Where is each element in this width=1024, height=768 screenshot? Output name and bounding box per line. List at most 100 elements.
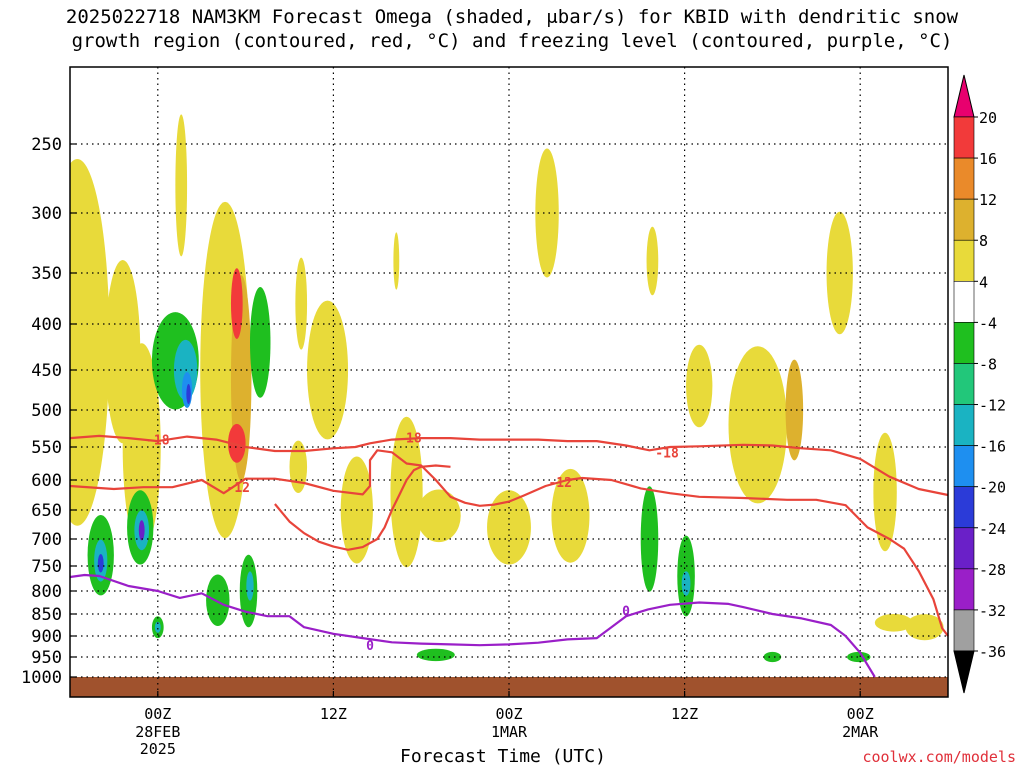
y-tick-label: 350 bbox=[31, 264, 62, 284]
colorbar-label: -20 bbox=[979, 479, 1006, 497]
x-axis-title: Forecast Time (UTC) bbox=[400, 746, 606, 767]
colorbar-bottom-arrow bbox=[953, 650, 975, 694]
x-tick-label: 00Z bbox=[144, 705, 171, 723]
omega-feature bbox=[289, 440, 308, 493]
colorbar-top-arrow bbox=[953, 74, 975, 118]
omega-feature bbox=[646, 226, 659, 296]
omega-feature bbox=[785, 359, 804, 461]
x-tick-date: 2MAR bbox=[842, 723, 879, 741]
y-tick-label: 500 bbox=[31, 401, 62, 421]
x-tick-date: 1MAR bbox=[491, 723, 528, 741]
omega-shading-layer bbox=[70, 114, 944, 663]
omega-feature bbox=[873, 432, 897, 552]
contour-line bbox=[69, 573, 876, 678]
colorbar-label: 4 bbox=[979, 273, 988, 291]
omega-feature bbox=[535, 148, 559, 278]
y-tick-label: 900 bbox=[31, 627, 62, 647]
contour-line bbox=[274, 464, 451, 551]
credit-text: coolwx.com/models bbox=[862, 748, 1016, 766]
contour-label: 0 bbox=[622, 604, 630, 619]
x-tick-date: 28FEB bbox=[135, 723, 180, 741]
colorbar-label: -32 bbox=[979, 602, 1006, 620]
y-tick-label: 600 bbox=[31, 471, 62, 491]
x-tick-label: 12Z bbox=[320, 705, 347, 723]
y-tick-label: 650 bbox=[31, 501, 62, 521]
axes-layer: 2503003504004505005506006507007508008509… bbox=[21, 66, 949, 758]
colorbar-bin bbox=[953, 239, 975, 282]
terrain-layer bbox=[70, 677, 948, 697]
omega-feature bbox=[640, 486, 659, 592]
colorbar-label: -28 bbox=[979, 561, 1006, 579]
contour-layer: -18 18 -18 -12 -12 0 0 bbox=[69, 431, 949, 678]
omega-feature bbox=[228, 423, 246, 463]
y-tick-label: 1000 bbox=[21, 668, 62, 688]
colorbar-bin bbox=[953, 363, 975, 405]
colorbar-label: -12 bbox=[979, 397, 1006, 415]
y-tick-label: 250 bbox=[31, 135, 62, 155]
colorbar-label: 8 bbox=[979, 232, 988, 250]
omega-feature bbox=[154, 621, 161, 633]
contour-label: -12 bbox=[548, 476, 571, 491]
contour-line bbox=[69, 434, 949, 497]
x-tick-label: 00Z bbox=[495, 705, 522, 723]
colorbar-bin bbox=[953, 568, 975, 611]
colorbar-label: 12 bbox=[979, 191, 997, 209]
omega-feature bbox=[249, 287, 271, 398]
contour-label: -18 bbox=[655, 446, 679, 461]
grid-layer bbox=[70, 67, 948, 697]
y-tick-label: 450 bbox=[31, 361, 62, 381]
y-tick-label: 800 bbox=[31, 582, 62, 602]
y-tick-label: 400 bbox=[31, 315, 62, 335]
colorbar-bin bbox=[953, 527, 975, 570]
omega-feature bbox=[686, 344, 713, 428]
colorbar-bin bbox=[953, 486, 975, 529]
colorbar-bin bbox=[953, 116, 975, 159]
omega-feature bbox=[416, 489, 461, 543]
y-tick-label: 850 bbox=[31, 605, 62, 625]
contour-label: -18 bbox=[146, 434, 170, 449]
colorbar-bin bbox=[953, 445, 975, 487]
omega-feature bbox=[246, 571, 254, 601]
x-tick-label: 00Z bbox=[847, 705, 874, 723]
omega-feature bbox=[416, 648, 455, 662]
y-tick-label: 300 bbox=[31, 204, 62, 224]
omega-feature bbox=[393, 232, 400, 290]
omega-feature bbox=[847, 651, 871, 663]
omega-feature bbox=[728, 346, 788, 504]
omega-feature bbox=[230, 268, 243, 339]
y-tick-label: 950 bbox=[31, 648, 62, 668]
contour-label: 0 bbox=[366, 639, 374, 654]
y-tick-label: 750 bbox=[31, 557, 62, 577]
colorbar-bin bbox=[953, 157, 975, 200]
colorbar-label: -36 bbox=[979, 643, 1006, 661]
x-tick-label: 12Z bbox=[671, 705, 698, 723]
omega-feature bbox=[681, 571, 691, 596]
chart-title-line1: 2025022718 NAM3KM Forecast Omega (shaded… bbox=[65, 6, 959, 28]
colorbar-bin bbox=[953, 609, 975, 652]
colorbar-label: -8 bbox=[979, 355, 997, 373]
chart-title-line2: growth region (contoured, red, °C) and f… bbox=[71, 30, 953, 52]
omega-feature bbox=[175, 114, 188, 257]
colorbar-bin bbox=[953, 281, 975, 323]
colorbar-label: 16 bbox=[979, 150, 997, 168]
colorbar-bin bbox=[953, 404, 975, 446]
omega-feature bbox=[763, 651, 782, 663]
omega-feature bbox=[186, 384, 191, 404]
omega-feature bbox=[390, 416, 423, 568]
x-tick-year: 2025 bbox=[140, 740, 176, 758]
y-tick-label: 550 bbox=[31, 438, 62, 458]
colorbar: 20 16 12 8 4 -4 -8 -12 -16 -20 -24 -28 -32 -36 bbox=[953, 74, 1006, 694]
y-tick-label: 700 bbox=[31, 530, 62, 550]
colorbar-label: -24 bbox=[979, 520, 1006, 538]
omega-feature bbox=[826, 211, 853, 335]
omega-feature bbox=[307, 300, 349, 440]
omega-feature bbox=[487, 490, 531, 565]
omega-feature bbox=[97, 554, 104, 573]
omega-feature bbox=[874, 614, 913, 632]
colorbar-label: -4 bbox=[979, 314, 997, 332]
colorbar-bin bbox=[953, 198, 975, 241]
omega-feature bbox=[138, 520, 145, 541]
contour-label: 18 bbox=[406, 431, 422, 446]
omega-feature bbox=[295, 257, 308, 350]
